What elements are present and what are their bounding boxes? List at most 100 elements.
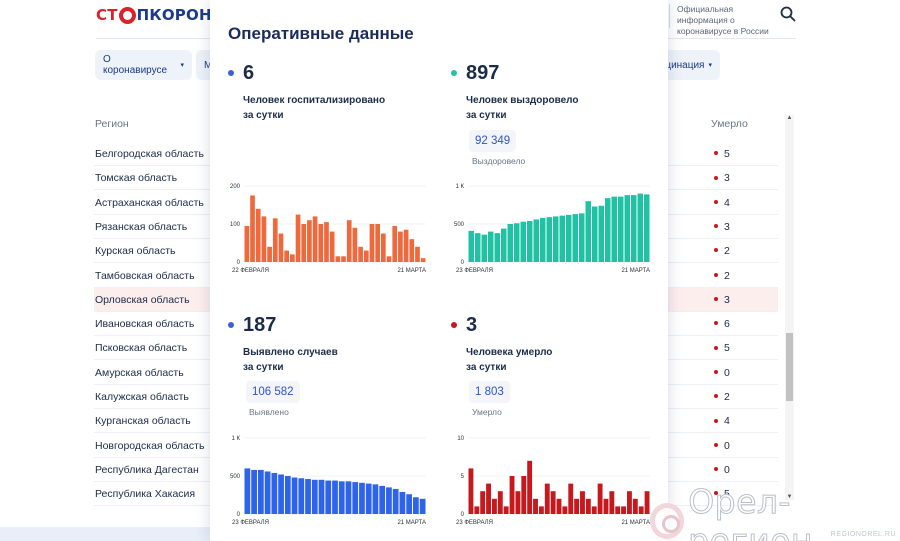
chart-bar[interactable] [345, 481, 352, 514]
chart-bar[interactable] [332, 480, 338, 514]
chart-bar[interactable] [291, 477, 298, 514]
chart-bar[interactable] [413, 497, 419, 514]
column-header-region[interactable]: Регион [95, 118, 129, 130]
chart-bar[interactable] [546, 217, 553, 262]
chart-bar[interactable] [264, 471, 271, 514]
column-header-died[interactable]: Умерло [711, 118, 748, 130]
chart-bar[interactable] [318, 224, 324, 262]
chart-bar[interactable] [591, 506, 597, 514]
chart-bar[interactable] [311, 479, 318, 514]
chart-bar[interactable] [419, 498, 426, 514]
chart-bar[interactable] [574, 498, 580, 514]
chart-bar[interactable] [244, 468, 251, 514]
chart-bar[interactable] [644, 491, 650, 514]
chart-bar[interactable] [474, 506, 480, 514]
chart-bar[interactable] [568, 483, 574, 514]
chart-bar[interactable] [592, 206, 598, 262]
chart-bar[interactable] [251, 469, 257, 514]
chart-bar[interactable] [271, 472, 278, 514]
chart-bar[interactable] [324, 222, 329, 262]
chart-bar[interactable] [579, 213, 585, 262]
chart-bar[interactable] [491, 498, 497, 514]
chart-bar[interactable] [468, 468, 474, 514]
chart-bar[interactable] [598, 205, 605, 262]
chart-bar[interactable] [609, 491, 615, 514]
chart-bar[interactable] [392, 225, 398, 262]
chart-bar[interactable] [480, 491, 486, 514]
chart-bar[interactable] [278, 474, 284, 514]
chart-bar[interactable] [278, 233, 284, 263]
chart-bar[interactable] [341, 256, 346, 262]
chart-bar[interactable] [533, 498, 538, 514]
chart-bar[interactable] [540, 217, 546, 262]
chart-bar[interactable] [585, 201, 592, 262]
chart-bar[interactable] [550, 491, 556, 514]
chart-bar[interactable] [325, 480, 332, 514]
chart-bar[interactable] [514, 223, 520, 262]
scroll-up-icon[interactable]: ▲ [786, 115, 793, 121]
chart-bar[interactable] [631, 195, 637, 262]
chart-bar[interactable] [284, 250, 289, 262]
chart-bar[interactable] [272, 218, 278, 262]
chart-bar[interactable] [618, 196, 624, 262]
chart-bar[interactable] [585, 498, 591, 514]
chart-bar[interactable] [415, 246, 420, 262]
chart-bar[interactable] [566, 214, 572, 262]
chart-bar[interactable] [386, 256, 392, 262]
chart-bar[interactable] [507, 224, 514, 262]
chart-bar[interactable] [497, 491, 503, 514]
chart-bar[interactable] [637, 193, 644, 262]
chart-bar[interactable] [403, 229, 409, 262]
chart-bar[interactable] [521, 476, 527, 514]
chart-bar[interactable] [267, 246, 272, 262]
chart-bar[interactable] [632, 498, 638, 514]
scroll-down-icon[interactable]: ▼ [786, 494, 793, 500]
chart-bar[interactable] [312, 216, 318, 262]
chart-bar[interactable] [611, 196, 618, 262]
chart-bar[interactable] [580, 491, 585, 514]
chart-bar[interactable] [338, 481, 345, 514]
chart-bar[interactable] [644, 194, 650, 262]
chart-bar[interactable] [603, 498, 609, 514]
chart-bar[interactable] [372, 484, 379, 514]
table-scrollbar[interactable]: ▲ ▼ [785, 115, 794, 500]
chart-bar[interactable] [624, 195, 631, 262]
chart-bar[interactable] [544, 483, 550, 514]
chart-bar[interactable] [553, 216, 559, 262]
chart-bar[interactable] [298, 478, 305, 514]
chart-bar[interactable] [468, 230, 475, 262]
chart-bar[interactable] [562, 506, 568, 514]
chart-bar[interactable] [559, 215, 566, 262]
chart-bar[interactable] [295, 214, 301, 263]
chart-bar[interactable] [481, 234, 488, 262]
chart-bar[interactable] [615, 506, 621, 514]
chart-bar[interactable] [520, 221, 527, 262]
chart-bar[interactable] [494, 233, 501, 262]
chart-bar[interactable] [515, 491, 521, 514]
chart-bar[interactable] [363, 250, 369, 262]
chart-bar[interactable] [352, 482, 359, 514]
chart-bar[interactable] [538, 506, 544, 514]
chart-bar[interactable] [503, 506, 509, 514]
chart-bar[interactable] [605, 198, 611, 262]
official-info-link[interactable]: Официальная информация о коронавирусе в … [677, 4, 769, 36]
chart-bar[interactable] [420, 258, 426, 262]
chart-bar[interactable] [392, 488, 399, 514]
chart-bar[interactable] [597, 483, 603, 514]
chart-bar[interactable] [386, 487, 392, 514]
chart-bar[interactable] [621, 506, 627, 514]
chart-bar[interactable] [398, 231, 403, 262]
chart-bar[interactable] [406, 494, 413, 514]
chart-bar[interactable] [533, 219, 540, 262]
chart-bar[interactable] [346, 220, 352, 262]
chart-bar[interactable] [307, 220, 312, 262]
chart-bar[interactable] [381, 233, 386, 263]
chart-bar[interactable] [244, 225, 250, 262]
chart-bar[interactable] [318, 479, 325, 514]
chart-bar[interactable] [365, 483, 372, 514]
chart-bar[interactable] [572, 214, 579, 262]
chart-bar[interactable] [305, 479, 311, 514]
chart-bar[interactable] [369, 224, 375, 262]
chart-bar[interactable] [556, 498, 562, 514]
chart-bar[interactable] [475, 233, 481, 262]
